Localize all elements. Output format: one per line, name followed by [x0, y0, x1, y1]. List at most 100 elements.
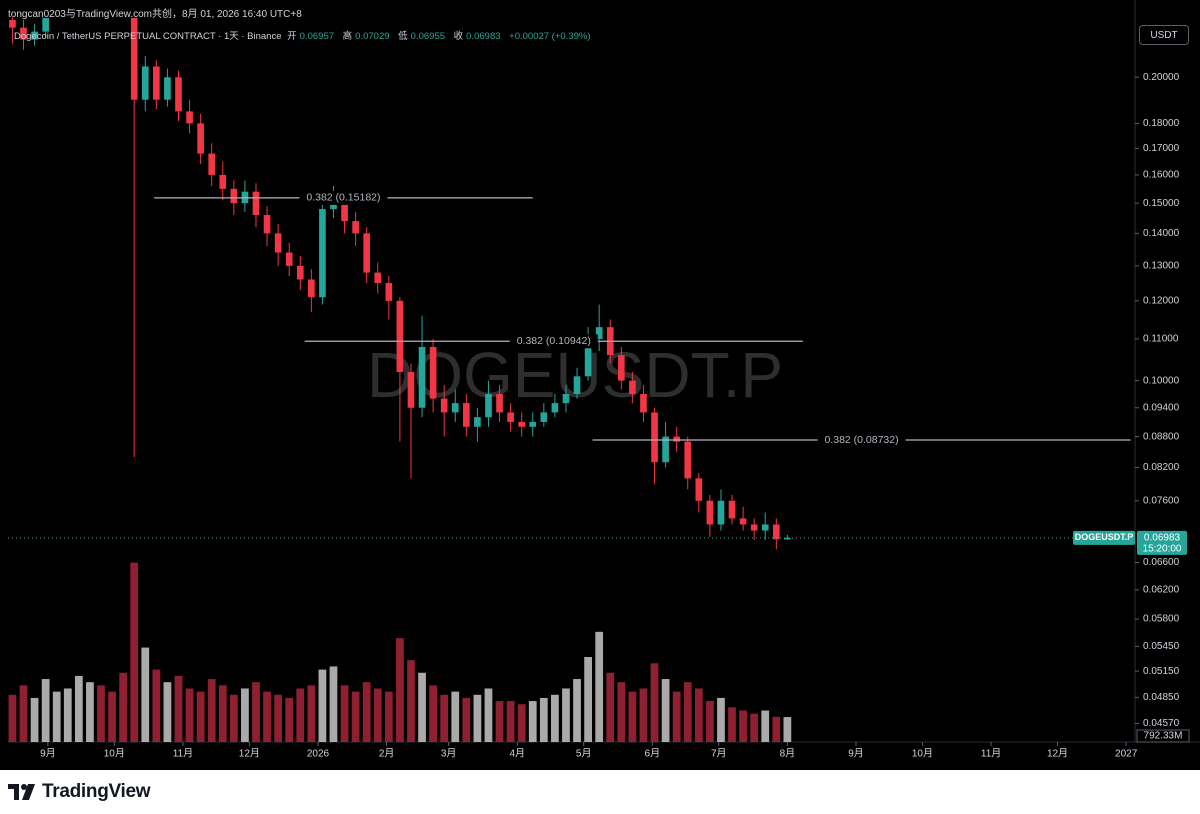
- volume-bar: [539, 697, 548, 742]
- price-tag-box: [1137, 530, 1187, 555]
- volume-bar: [373, 688, 382, 742]
- candle-body: [20, 27, 27, 40]
- volume-bar: [429, 685, 437, 742]
- volume-bar: [517, 704, 526, 742]
- volume-bar: [130, 562, 139, 742]
- fib-label-bg: [509, 334, 598, 349]
- candle-body: [186, 111, 193, 124]
- candle-body: [197, 123, 204, 154]
- x-tick-label: 10月: [912, 748, 933, 760]
- candle-body: [684, 441, 692, 479]
- symbol-tag: DOGEUSDT.P: [1075, 532, 1134, 542]
- y-tick-label: 0.09400: [1143, 402, 1180, 413]
- y-tick-label: 0.08800: [1143, 431, 1180, 442]
- y-tick-label: 0.08200: [1143, 462, 1180, 473]
- volume-bar: [672, 691, 681, 742]
- candle-body: [540, 412, 548, 422]
- candle-body: [319, 209, 326, 298]
- candle-body: [529, 421, 537, 427]
- fib-label-bg: [817, 433, 906, 448]
- logo-icon: [8, 784, 35, 800]
- candle-body: [219, 174, 227, 189]
- volume-bar: [473, 694, 482, 742]
- volume-bar: [606, 672, 615, 742]
- candle-body: [42, 18, 49, 32]
- candle-body: [308, 279, 315, 298]
- candle-body: [31, 31, 38, 40]
- brand: TradingView: [42, 781, 151, 802]
- y-tick-label: 0.05450: [1143, 641, 1180, 652]
- candle-body: [130, 18, 138, 100]
- y-tick-label: 0.04850: [1143, 692, 1180, 703]
- candle-body: [374, 272, 382, 283]
- y-tick-label: 0.07600: [1143, 495, 1180, 506]
- volume-bar: [451, 691, 460, 742]
- volume-bar: [41, 679, 50, 742]
- volume-bar: [63, 688, 72, 742]
- volume-bar: [8, 694, 17, 742]
- volume-bar: [484, 688, 493, 742]
- volume-bar: [440, 694, 449, 742]
- x-tick-label: 4月: [509, 748, 525, 760]
- volume-bar: [241, 688, 249, 742]
- volume-bar: [329, 666, 338, 742]
- legend-label: 高: [342, 31, 353, 42]
- volume-bar: [362, 682, 371, 742]
- volume-bar: [263, 691, 271, 742]
- legend-label: 低: [398, 31, 408, 42]
- fib-label: 0.382 (0.10942): [517, 335, 591, 347]
- volume-bar: [185, 688, 194, 742]
- candle-body: [429, 346, 437, 399]
- candle-body: [274, 233, 282, 253]
- x-tick-label: 2月: [379, 748, 395, 760]
- volume-bar: [573, 679, 581, 742]
- volume-bar: [772, 716, 781, 742]
- y-tick-label: 0.12000: [1143, 295, 1180, 306]
- x-tick-label: 9月: [848, 748, 864, 760]
- volume-bar: [750, 713, 759, 742]
- volume-bar: [728, 707, 736, 742]
- y-tick-label: 0.05800: [1143, 614, 1180, 625]
- volume-bar: [783, 717, 792, 742]
- candle-body: [485, 393, 492, 418]
- volume-bar: [595, 631, 604, 742]
- volume-bar: [252, 682, 260, 742]
- x-tick-label: 12月: [239, 748, 260, 760]
- legend-value: 0.07029: [355, 31, 390, 42]
- candle-body: [728, 500, 736, 519]
- volume-bar: [218, 685, 227, 742]
- volume-bar: [661, 679, 670, 742]
- volume-bar: [108, 691, 116, 742]
- candle-body: [451, 403, 459, 413]
- candle-body: [175, 77, 182, 112]
- x-tick-label: 9月: [40, 748, 56, 760]
- candle-body: [263, 215, 271, 234]
- volume-bar: [506, 701, 515, 742]
- candle-body: [595, 327, 603, 339]
- candle-body: [463, 403, 470, 427]
- candle-body: [651, 412, 658, 463]
- candle-body: [153, 66, 160, 100]
- candle-body: [584, 338, 592, 377]
- candle-body: [507, 412, 514, 422]
- y-tick-label: 0.10000: [1143, 375, 1180, 386]
- chart: DOGEUSDT.P 0.382 (0.15182) 0.382 (0.10942…: [8, 0, 1200, 760]
- volume-bar: [119, 672, 128, 742]
- volume-bar: [296, 688, 305, 742]
- candle-body: [164, 77, 171, 100]
- legend-label: 开: [287, 31, 297, 42]
- currency-button[interactable]: USDT: [1139, 25, 1189, 45]
- legend-change: +0.00027 (+0.39%): [509, 31, 591, 42]
- volume-bar: [418, 672, 426, 742]
- candle-body: [363, 233, 371, 273]
- volume-bar: [528, 701, 537, 742]
- candle-body: [474, 417, 481, 427]
- volume-bar: [318, 669, 327, 742]
- y-tick-label: 0.06600: [1143, 557, 1180, 568]
- candle-body: [695, 478, 703, 501]
- volume-bar: [351, 691, 360, 742]
- candle-body: [518, 421, 526, 427]
- volume-bar: [152, 669, 161, 742]
- candle-body: [750, 524, 758, 531]
